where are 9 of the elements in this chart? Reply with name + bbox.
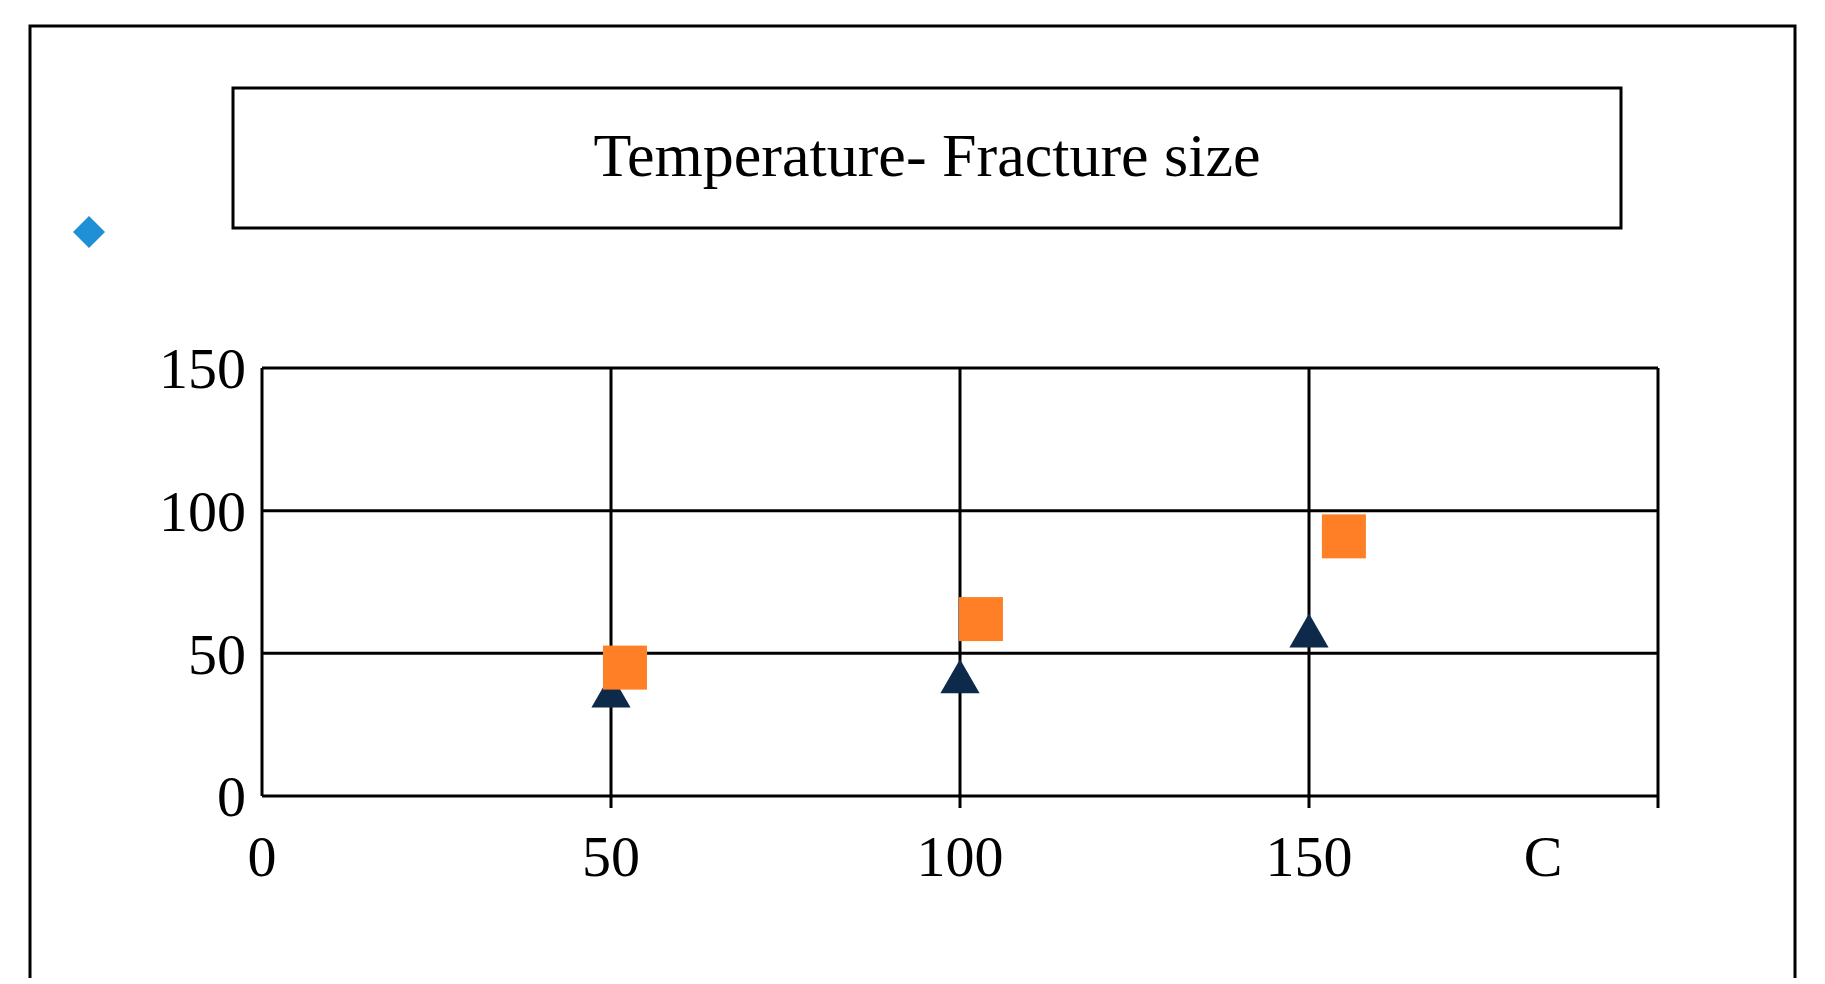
x-tick-label: 150 xyxy=(1265,824,1353,889)
x-tick-label: 50 xyxy=(582,824,640,889)
y-tick-label: 150 xyxy=(159,336,246,402)
y-tick-label: 50 xyxy=(188,621,246,687)
y-tick-label: 100 xyxy=(159,478,246,544)
x-axis-title: C xyxy=(1523,824,1563,889)
chart-title: Temperature- Fracture size xyxy=(593,121,1261,189)
y-tick-label: 0 xyxy=(217,764,246,830)
x-tick-label: 100 xyxy=(916,824,1004,889)
